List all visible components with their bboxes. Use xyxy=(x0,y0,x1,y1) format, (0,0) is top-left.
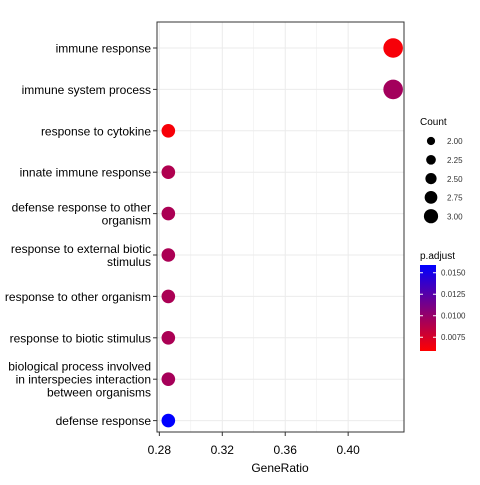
count-legend-title: Count xyxy=(420,117,447,128)
count-legend-label: 2.00 xyxy=(447,137,463,146)
colorbar-label: 0.0150 xyxy=(441,269,466,278)
x-tick-label: 0.28 xyxy=(148,443,172,457)
data-point xyxy=(161,206,176,221)
plot-panel xyxy=(157,22,404,432)
count-legend-key xyxy=(426,136,436,146)
data-points xyxy=(161,38,403,428)
y-tick-label: innate immune response xyxy=(20,166,152,180)
data-point xyxy=(161,124,176,138)
y-axis: immune response immune system process resp… xyxy=(5,42,157,428)
data-point xyxy=(383,38,403,58)
data-point xyxy=(161,331,176,345)
x-tick-label: 0.40 xyxy=(336,443,360,457)
colorbar-label: 0.0075 xyxy=(441,333,466,342)
x-tick-label: 0.32 xyxy=(211,443,235,457)
p-adjust-colorbar xyxy=(420,265,436,351)
count-legend-key xyxy=(424,191,438,204)
y-tick-label: response to other organism xyxy=(5,290,151,304)
data-point xyxy=(161,289,176,304)
p-adjust-legend-title: p.adjust xyxy=(420,251,455,262)
count-legend-label: 2.75 xyxy=(447,194,463,203)
data-point xyxy=(161,413,176,428)
plot-border xyxy=(156,21,405,433)
colorbar-label: 0.0125 xyxy=(441,290,466,299)
y-tick-label: defense response xyxy=(56,414,152,428)
x-axis: 0.28 0.32 0.36 0.40 xyxy=(148,432,360,457)
x-tick-label: 0.36 xyxy=(274,443,298,457)
count-legend-label: 2.25 xyxy=(447,156,463,165)
y-tick-label: immune response xyxy=(56,42,152,56)
count-legend-key xyxy=(426,154,436,165)
y-tick-label: response to biotic stimulus xyxy=(10,331,151,345)
count-legend-key xyxy=(423,209,439,224)
data-point xyxy=(161,372,176,387)
y-tick-label: response to cytokine xyxy=(41,124,151,138)
data-point xyxy=(161,165,176,179)
colorbar-label: 0.0100 xyxy=(441,312,466,321)
p-adjust-legend: p.adjust 0.0075 0.0100 0.0125 0.0150 xyxy=(420,251,466,351)
y-tick-label: biological process involved in interspeci… xyxy=(8,360,151,400)
count-legend-label: 2.50 xyxy=(447,175,463,184)
y-tick-label: response to external biotic stimulus xyxy=(11,242,151,269)
count-legend-label: 3.00 xyxy=(447,212,463,221)
count-legend: Count 2.00 2.25 2.50 2.75 3.00 xyxy=(420,117,463,224)
data-point xyxy=(161,248,176,262)
y-tick-label: immune system process xyxy=(22,83,151,97)
y-tick-label: defense response to other organism xyxy=(12,201,151,228)
count-legend-key xyxy=(425,173,437,185)
data-point xyxy=(383,79,403,100)
x-axis-label: GeneRatio xyxy=(251,461,309,475)
grid-lines xyxy=(157,22,404,432)
